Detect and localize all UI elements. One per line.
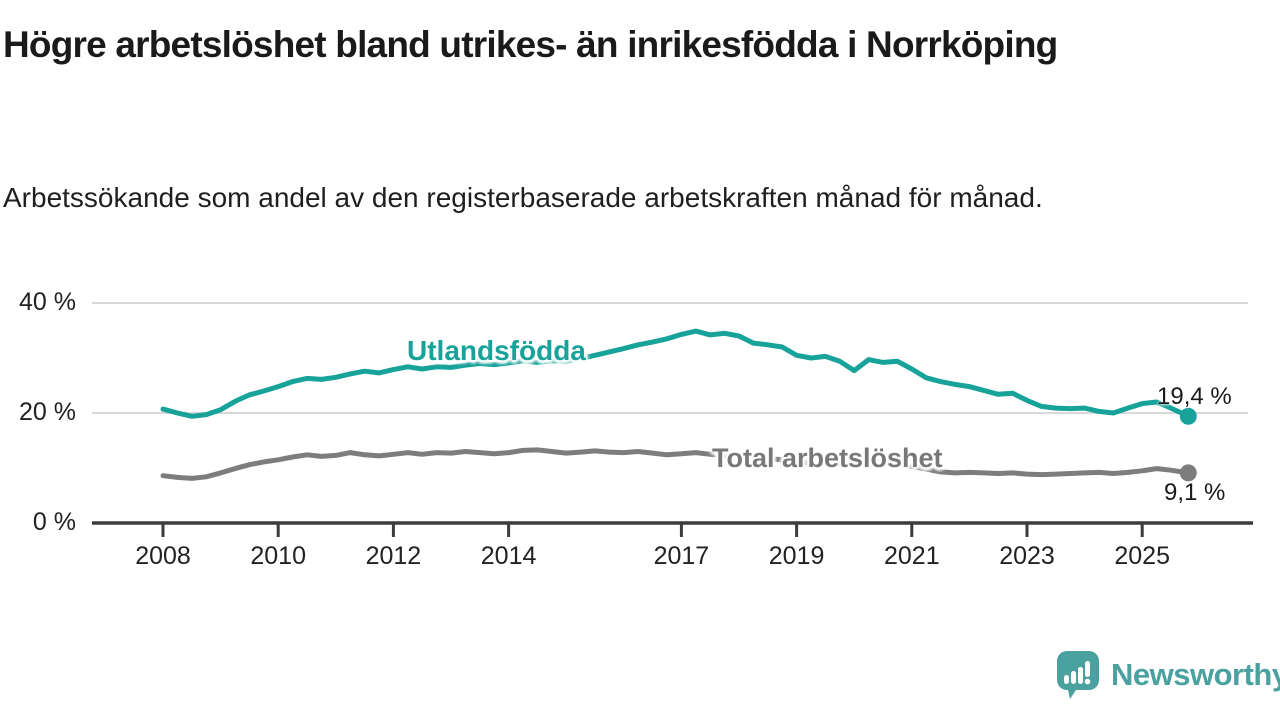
plot-canvas (92, 302, 1253, 537)
series-line-0 (160, 328, 1191, 419)
chart-subtitle: Arbetssökande som andel av den registerb… (3, 182, 1043, 213)
series-line-1 (160, 447, 1191, 481)
series-endpoint-dot-0 (1179, 407, 1197, 425)
chart-title: Högre arbetslöshet bland utrikes- än inr… (3, 24, 1058, 65)
brand-wordmark: Newsworthy (1111, 657, 1280, 692)
line-chart: Utlandsfödda Total arbetslöshet 19,4 % 9… (19, 288, 1253, 570)
newsworthy-logo: Newsworthy (1056, 650, 1280, 700)
speech-bubble-bar-chart-icon (1057, 651, 1099, 699)
series-endpoint-dot-1 (1179, 464, 1197, 482)
